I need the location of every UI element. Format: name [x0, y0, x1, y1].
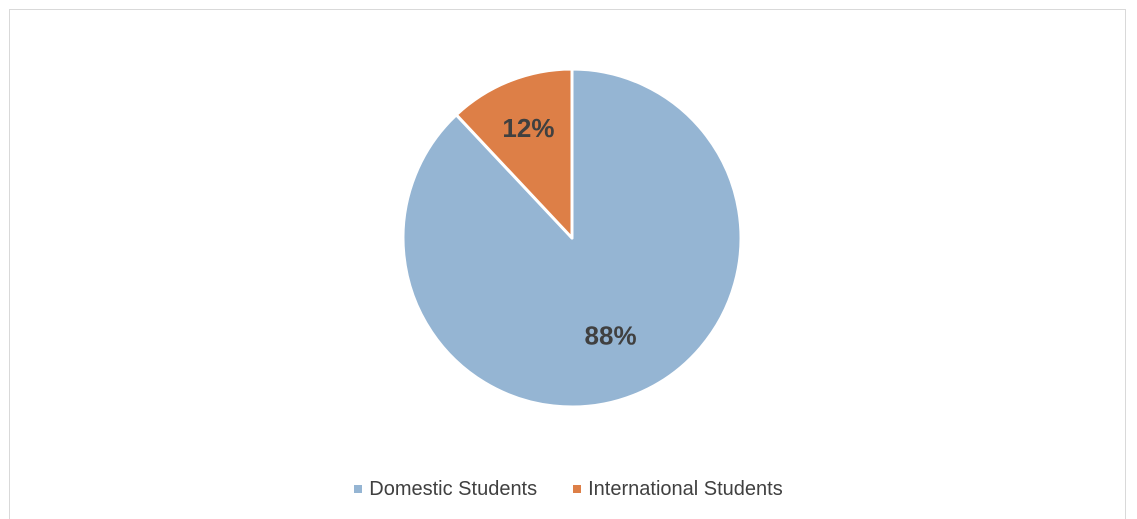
legend-item-domestic-students: Domestic Students: [354, 478, 537, 501]
legend-label: International Students: [588, 477, 783, 500]
legend-swatch: [354, 485, 363, 493]
legend-item-international-students: International Students: [573, 478, 783, 501]
data-label-international-students: 12%: [502, 113, 554, 143]
data-label-domestic-students: 88%: [585, 320, 637, 350]
legend-swatch: [573, 485, 582, 493]
legend-label: Domestic Students: [369, 477, 538, 500]
pie-slice-domestic-students: [401, 67, 743, 409]
pie-data-labels: 88% 12%: [502, 113, 636, 350]
pie-slice-international-students: [454, 67, 574, 240]
pie-slices: [401, 67, 743, 409]
chart-legend: Domestic Students International Students: [0, 475, 1137, 503]
